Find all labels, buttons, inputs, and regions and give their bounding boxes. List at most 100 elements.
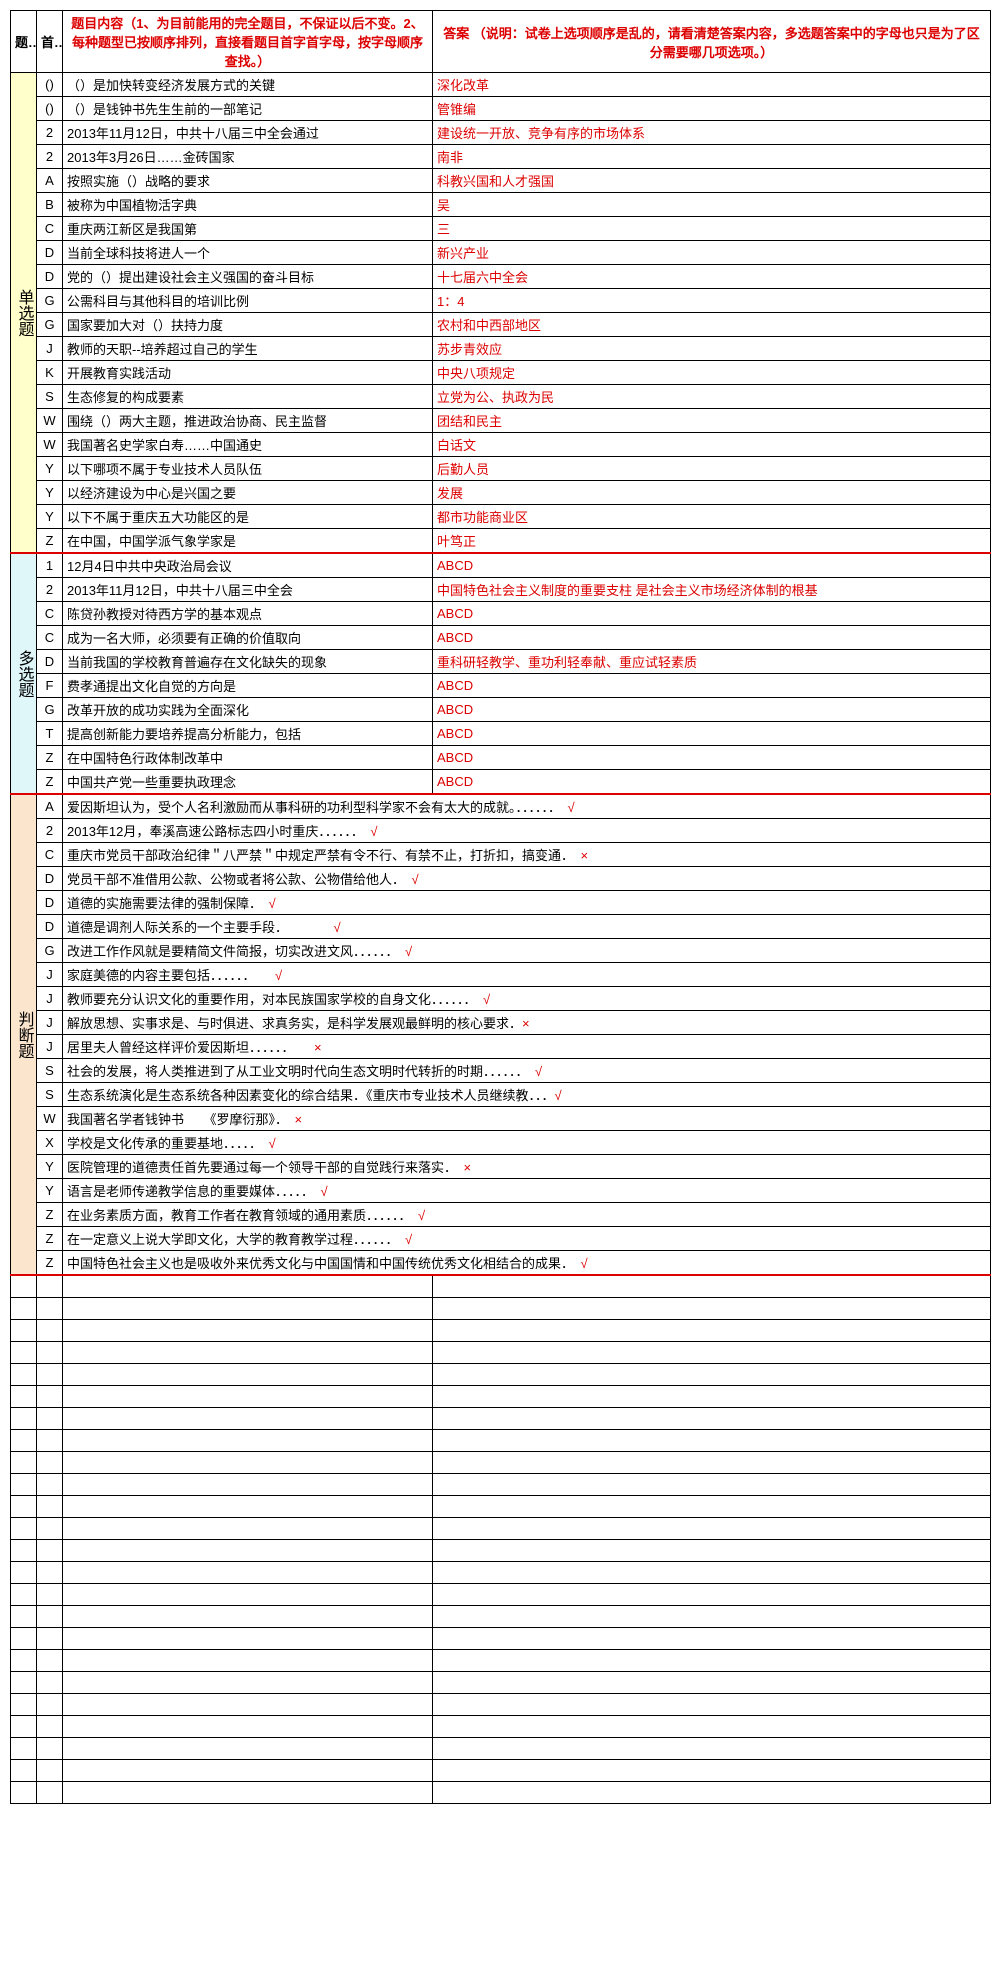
empty-cell [37,1693,63,1715]
table-row: Y以经济建设为中心是兴国之要发展 [11,481,991,505]
letter-cell: D [37,650,63,674]
empty-cell [37,1605,63,1627]
empty-cell [11,1671,37,1693]
question-cell: 提高创新能力要培养提高分析能力，包括 [63,722,433,746]
judgment-cell: 我国著名学者钱钟书 《罗摩衍那》． × [63,1107,991,1131]
table-row: Z在中国特色行政体制改革中ABCD [11,746,991,770]
letter-cell: Z [37,1227,63,1251]
judgment-cell: 道德的实施需要法律的强制保障． √ [63,891,991,915]
question-cell: 按照实施（）战略的要求 [63,169,433,193]
question-cell: 在中国特色行政体制改革中 [63,746,433,770]
judgment-cell: 2013年12月，奉溪高速公路标志四小时重庆．．．．．． √ [63,819,991,843]
letter-cell: K [37,361,63,385]
table-row: Y以下哪项不属于专业技术人员队伍后勤人员 [11,457,991,481]
check-mark: √ [334,920,341,935]
letter-cell: 1 [37,553,63,578]
answer-cell: 后勤人员 [433,457,991,481]
question-cell: 以经济建设为中心是兴国之要 [63,481,433,505]
check-mark: √ [275,968,282,983]
check-mark: √ [405,1232,412,1247]
judgment-cell: 居里夫人曾经这样评价爱因斯坦．．．．．． × [63,1035,991,1059]
table-row: J教师的天职--培养超过自己的学生苏步青效应 [11,337,991,361]
table-row: 22013年12月，奉溪高速公路标志四小时重庆．．．．．． √ [11,819,991,843]
letter-cell: Z [37,770,63,795]
question-cell: 重庆两江新区是我国第 [63,217,433,241]
empty-cell [433,1275,991,1297]
table-row: W我国著名学者钱钟书 《罗摩衍那》． × [11,1107,991,1131]
empty-cell [433,1605,991,1627]
judgment-cell: 社会的发展，将人类推进到了从工业文明时代向生态文明时代转折的时期．．．．．． √ [63,1059,991,1083]
answer-cell: 苏步青效应 [433,337,991,361]
table-row: W围绕（）两大主题，推进政治协商、民主监督团结和民主 [11,409,991,433]
answer-cell: 新兴产业 [433,241,991,265]
table-row: F费孝通提出文化自觉的方向是ABCD [11,674,991,698]
judgment-cell: 重庆市党员干部政治纪律＂八严禁＂中规定严禁有令不行、有禁不止，打折扣，搞变通． … [63,843,991,867]
table-row: G国家要加大对（）扶持力度农村和中西部地区 [11,313,991,337]
table-row: J家庭美德的内容主要包括．．．．．． √ [11,963,991,987]
letter-cell: Z [37,1251,63,1276]
empty-cell [11,1297,37,1319]
cross-mark: × [581,848,589,863]
letter-cell: A [37,794,63,819]
empty-cell [11,1473,37,1495]
empty-cell [433,1341,991,1363]
answer-cell: 建设统一开放、竞争有序的市场体系 [433,121,991,145]
question-cell: 以下哪项不属于专业技术人员队伍 [63,457,433,481]
check-mark: √ [581,1256,588,1271]
cross-mark: × [295,1112,303,1127]
judgment-cell: 医院管理的道德责任首先要通过每一个领导干部的自觉践行来落实． × [63,1155,991,1179]
empty-cell [63,1517,433,1539]
empty-cell [433,1495,991,1517]
letter-cell: W [37,409,63,433]
answer-cell: 白话文 [433,433,991,457]
table-row: D道德的实施需要法律的强制保障． √ [11,891,991,915]
letter-cell: W [37,433,63,457]
empty-cell [433,1539,991,1561]
empty-cell [37,1539,63,1561]
check-mark: √ [321,1184,328,1199]
empty-row [11,1275,991,1297]
answer-cell: ABCD [433,698,991,722]
answer-cell: 叶笃正 [433,529,991,554]
table-row: Z在中国，中国学派气象学家是叶笃正 [11,529,991,554]
empty-cell [37,1759,63,1781]
empty-row [11,1715,991,1737]
empty-cell [37,1671,63,1693]
empty-cell [11,1495,37,1517]
table-row: D道德是调剂人际关系的一个主要手段． √ [11,915,991,939]
empty-row [11,1341,991,1363]
empty-cell [433,1429,991,1451]
question-cell: 被称为中国植物活字典 [63,193,433,217]
empty-cell [63,1451,433,1473]
empty-cell [11,1561,37,1583]
empty-cell [37,1715,63,1737]
empty-cell [37,1407,63,1429]
table-row: S社会的发展，将人类推进到了从工业文明时代向生态文明时代转折的时期．．．．．． … [11,1059,991,1083]
letter-cell: Y [37,1155,63,1179]
letter-cell: F [37,674,63,698]
letter-cell: J [37,1011,63,1035]
empty-cell [63,1627,433,1649]
letter-cell: D [37,265,63,289]
empty-row [11,1737,991,1759]
table-row: Z中国共产党一些重要执政理念ABCD [11,770,991,795]
empty-cell [63,1495,433,1517]
empty-cell [11,1649,37,1671]
question-cell: 2013年3月26日……金砖国家 [63,145,433,169]
empty-cell [433,1451,991,1473]
table-row: D党的（）提出建设社会主义强国的奋斗目标十七届六中全会 [11,265,991,289]
cross-mark: × [522,1016,530,1031]
answer-cell: ABCD [433,674,991,698]
question-cell: 开展教育实践活动 [63,361,433,385]
question-cell: 12月4日中共中央政治局会议 [63,553,433,578]
letter-cell: Y [37,505,63,529]
empty-row [11,1693,991,1715]
empty-cell [63,1715,433,1737]
letter-cell: 2 [37,121,63,145]
judgment-cell: 在一定意义上说大学即文化，大学的教育教学过程．．．．．． √ [63,1227,991,1251]
table-row: W我国著名史学家白寿……中国通史白话文 [11,433,991,457]
empty-cell [63,1671,433,1693]
table-row: Y医院管理的道德责任首先要通过每一个领导干部的自觉践行来落实． × [11,1155,991,1179]
answer-cell: 科教兴国和人才强国 [433,169,991,193]
empty-cell [433,1759,991,1781]
